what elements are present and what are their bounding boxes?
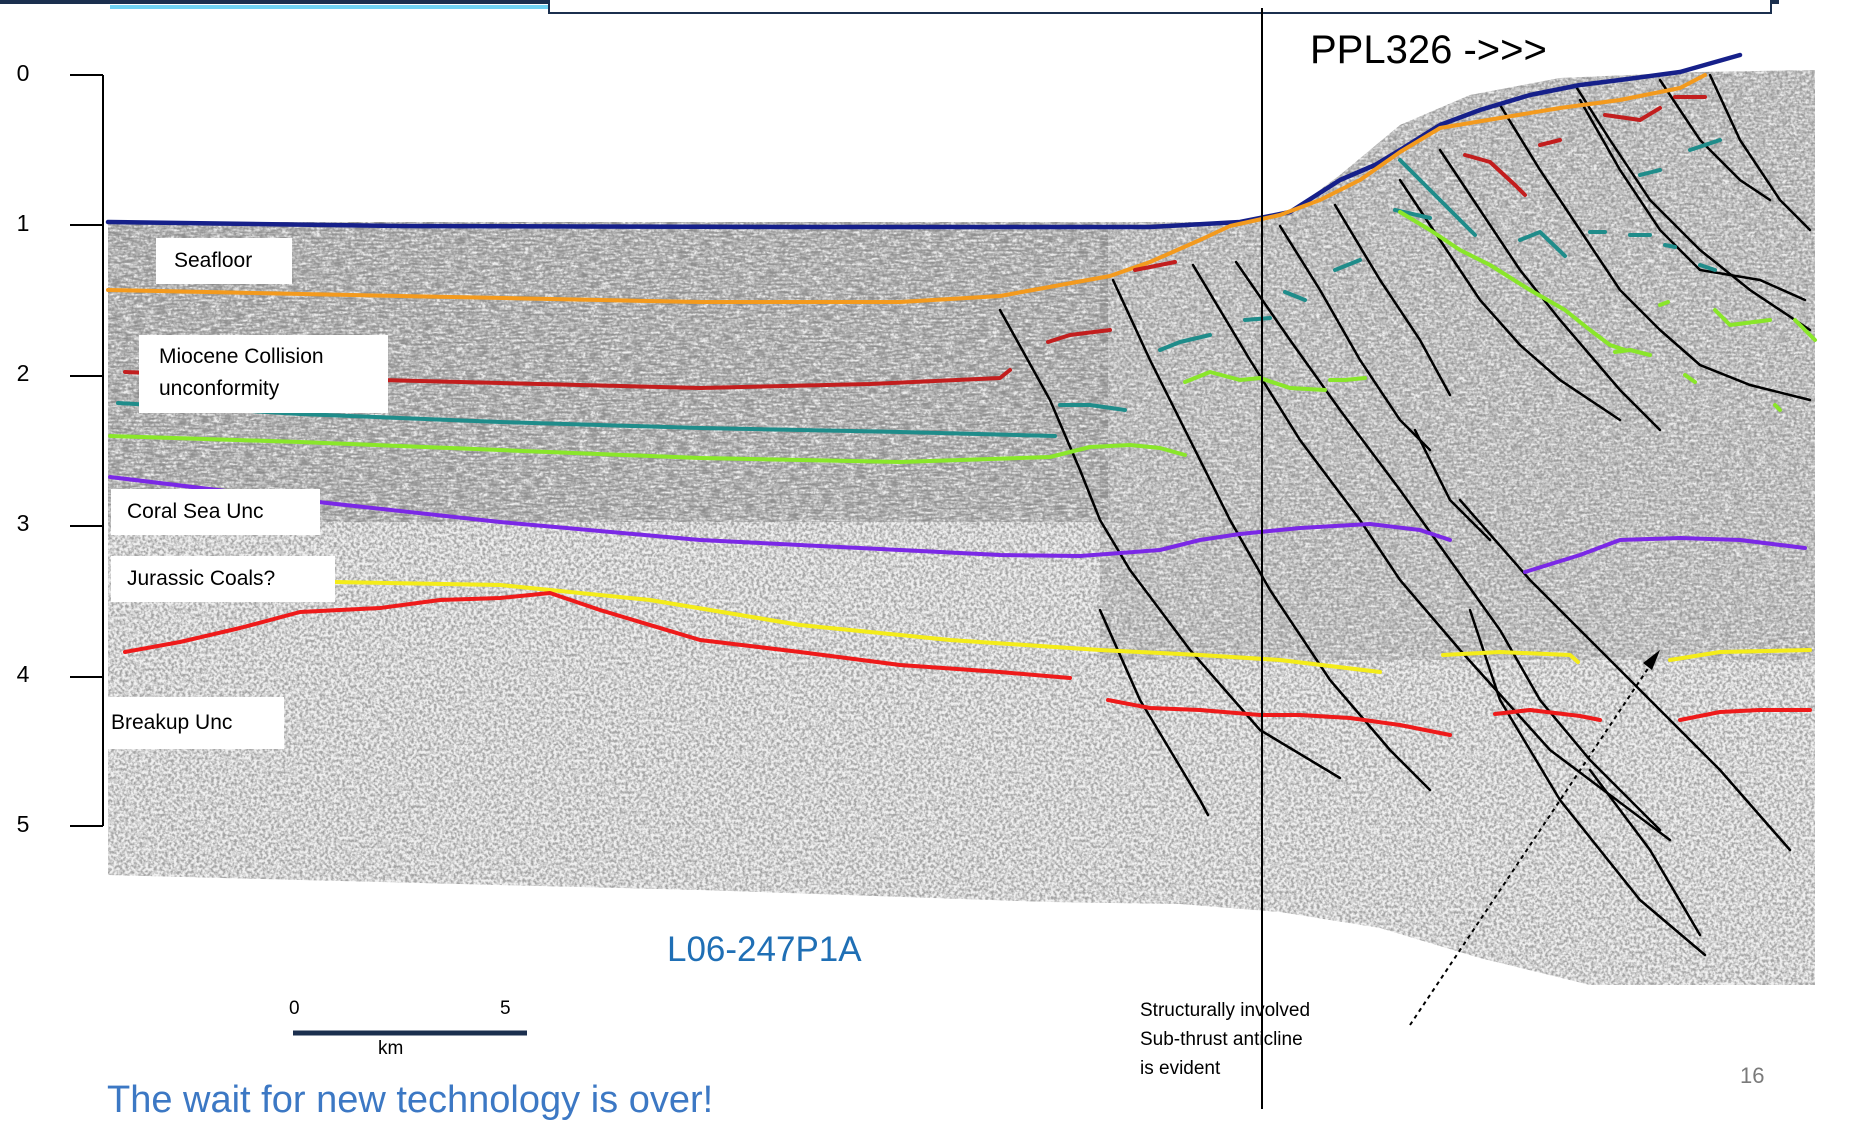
fault-14 [1708, 73, 1812, 232]
label-jurassic: Jurassic Coals? [111, 556, 335, 602]
horizon-green [108, 434, 1187, 464]
seismic-texture [108, 70, 1815, 985]
label-seafloor: Seafloor [156, 238, 292, 284]
fault-7 [1333, 203, 1452, 397]
fault-3 [1111, 278, 1432, 792]
horizon-yellow [333, 580, 1382, 674]
fault-2 [1098, 608, 1210, 817]
label-miocene-line2: unconformity [159, 377, 280, 400]
fault-12 [1578, 98, 1807, 302]
fault-5 [1234, 260, 1662, 832]
label-miocene: Miocene Collision unconformity [139, 335, 388, 413]
annotation-text: Structurally involved Sub-thrust anticli… [1140, 996, 1310, 1083]
header-bar [0, 0, 1849, 14]
section-title: PPL326 ->>> [1310, 28, 1547, 72]
label-breakup: Breakup Unc [104, 697, 284, 749]
fault-16 [1468, 608, 1707, 957]
horizon-lines [105, 52, 1817, 737]
depth-axis [70, 74, 104, 827]
horizon-purple [108, 475, 1452, 558]
header-frame [548, 0, 1772, 14]
fault-17 [1413, 428, 1492, 542]
page-number: 16 [1740, 1063, 1765, 1088]
label-miocene-line1: Miocene Collision [159, 345, 324, 368]
scale-unit: km [378, 1038, 404, 1059]
annotation-line-2: Sub-thrust anticline [1140, 1029, 1303, 1050]
annotation-arrow [1409, 650, 1660, 1026]
depth-tick-2: 2 [16, 360, 30, 386]
fault-18 [1458, 498, 1792, 852]
fault-11 [1573, 83, 1812, 332]
footer-headline: The wait for new technology is over! [107, 1079, 714, 1121]
horizon-red [123, 591, 1072, 680]
depth-tick-3: 3 [16, 510, 30, 536]
fault-4 [1191, 263, 1672, 842]
scale-end: 5 [500, 998, 511, 1019]
scale-start: 0 [289, 998, 300, 1019]
annotation-line-3: is evident [1140, 1058, 1221, 1079]
fault-10 [1498, 103, 1812, 402]
fault-15 [1588, 768, 1702, 937]
horizon-orange [106, 73, 1707, 304]
depth-tick-1: 1 [16, 210, 30, 236]
fault-lines [998, 73, 1812, 957]
fault-1 [998, 308, 1342, 780]
depth-tick-4: 4 [16, 661, 30, 687]
depth-tick-5: 5 [16, 811, 30, 837]
line-name: L06-247P1A [667, 930, 862, 969]
fault-6 [1278, 224, 1432, 452]
horizon-seafloor [105, 52, 1743, 230]
annotation-line-1: Structurally involved [1140, 1000, 1311, 1021]
depth-tick-0: 0 [16, 60, 30, 86]
label-coral-sea: Coral Sea Unc [111, 489, 320, 535]
fault-13 [1658, 78, 1772, 202]
